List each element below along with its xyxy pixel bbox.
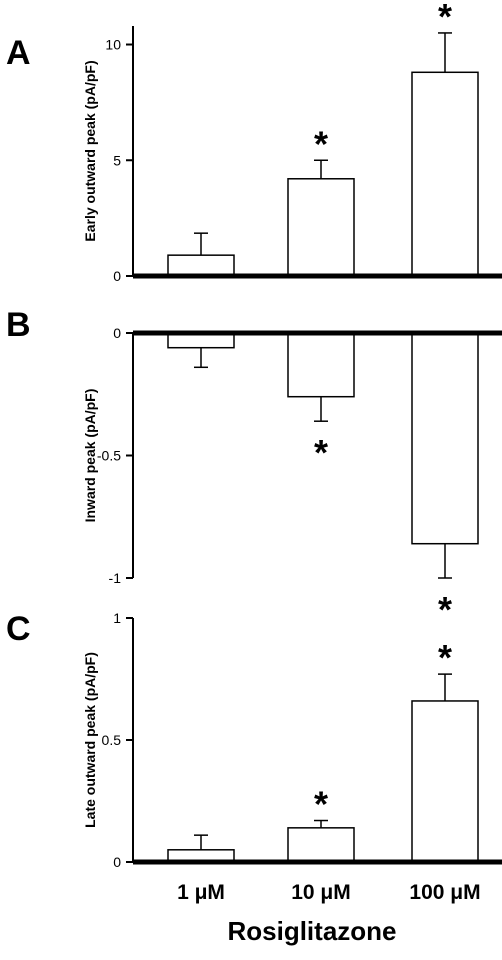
y-axis-label: Early outward peak (pA/pF) [82, 60, 98, 241]
x-tick-label: 10 μM [291, 881, 351, 904]
y-axis-label: Late outward peak (pA/pF) [82, 652, 98, 828]
x-tick-label: 1 μM [177, 881, 225, 904]
bar [411, 71, 479, 277]
y-tick-label: 0 [113, 325, 121, 341]
x-tick-label: 100 μM [409, 881, 480, 904]
bar [411, 700, 479, 863]
significance-marker: * [314, 123, 328, 164]
bar [411, 332, 479, 545]
y-tick-label: -0.5 [97, 448, 121, 464]
bar [287, 332, 355, 398]
bar [287, 827, 355, 863]
y-tick-label: 10 [105, 37, 121, 53]
x-axis-label: Rosiglitazone [227, 916, 396, 946]
y-tick-label: 0 [113, 854, 121, 870]
y-tick-label: -1 [109, 570, 122, 586]
y-axis-label: Inward peak (pA/pF) [82, 389, 98, 523]
panel-b: B Inward peak (pA/pF) 0 -0.5 -1 * * [6, 306, 502, 630]
significance-marker: * [438, 637, 452, 678]
y-tick-label: 0 [113, 268, 121, 284]
panel-c: C Late outward peak (pA/pF) 0 0.5 1 * * [6, 610, 502, 870]
y-tick-label: 5 [113, 152, 121, 168]
bar [287, 178, 355, 277]
significance-marker: * [314, 432, 328, 473]
bar [167, 254, 235, 277]
y-tick-label: 0.5 [102, 732, 122, 748]
panel-letter: C [6, 610, 31, 648]
significance-marker: * [438, 0, 452, 37]
significance-marker: * [314, 784, 328, 825]
significance-marker: * [438, 589, 452, 630]
y-tick-label: 1 [113, 610, 121, 626]
panel-letter: A [6, 34, 31, 72]
panel-letter: B [6, 306, 31, 344]
panel-a: A Early outward peak (pA/pF) 0 5 10 * * [6, 0, 502, 284]
x-category-labels: 1 μM 10 μM 100 μM [177, 881, 481, 904]
